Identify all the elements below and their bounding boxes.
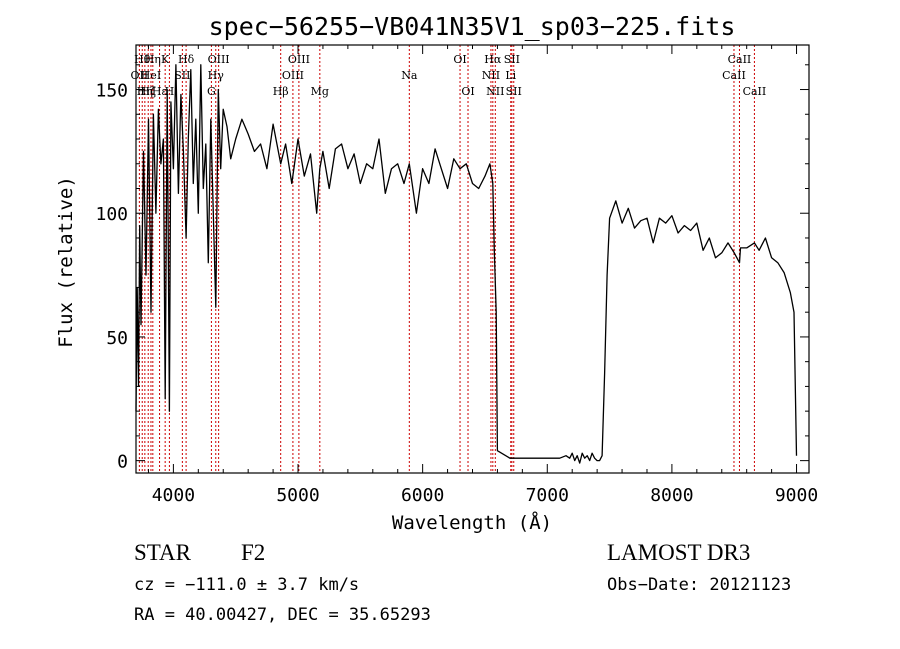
y-tick-label: 150 [95,81,128,102]
y-axis-ticks: 0 50 100 150 [95,64,809,473]
line-marker-label: H [165,85,175,98]
spectral-line-markers [138,45,755,473]
line-marker-label: OIII [208,53,230,66]
line-marker-label: OIII [288,53,310,66]
line-marker-label: SII [174,69,190,82]
line-marker-label: NII [482,69,500,82]
line-marker-label: SII [504,53,520,66]
line-marker-label: Hη [137,85,153,98]
x-tick-label: 8000 [650,485,693,506]
spectral-line-labels: OIIHθHηHζHeIHηHεKHSIIHδGHγOIIIHβOIIIOIII… [131,53,767,98]
line-marker-label: Na [401,69,418,82]
y-axis-label: Flux (relative) [55,176,77,348]
observation-date: Obs−Date: 20121123 [607,575,791,595]
object-class: STAR [134,540,192,565]
y-tick-label: 0 [117,452,128,473]
object-subclass: F2 [241,540,265,565]
line-marker-label: CaII [728,53,752,66]
line-marker-label: OI [461,85,474,98]
line-marker-label: OII [131,69,149,82]
line-marker-label: NII [486,85,504,98]
x-axis-ticks: 4000 5000 6000 7000 8000 9000 [147,45,818,506]
chart-title: spec−56255−VB041N35V1_sp03−225.fits [209,12,736,41]
line-marker-label: Hα [484,53,502,66]
line-marker-label: OIII [282,69,304,82]
line-marker-label: CaII [743,85,767,98]
x-tick-label: 7000 [526,485,569,506]
spectrum-line [135,64,798,464]
y-tick-label: 100 [95,204,128,225]
line-marker-label: Li [505,69,516,82]
x-axis-label: Wavelength (Å) [392,511,552,534]
line-marker-label: Hβ [273,85,289,98]
survey-name: LAMOST DR3 [607,540,750,565]
coordinates: RA = 40.00427, DEC = 35.65293 [134,605,431,625]
x-tick-label: 6000 [401,485,444,506]
line-marker-label: HeI [141,69,161,82]
line-marker-label: Hθ [134,53,151,66]
plot-frame [135,44,810,474]
redshift-cz: cz = −111.0 ± 3.7 km/s [134,575,359,595]
line-marker-label: Hη [145,53,161,66]
y-tick-label: 50 [106,328,128,349]
line-marker-label: CaII [722,69,746,82]
line-marker-label: Hζ [140,85,156,98]
x-tick-label: 4000 [152,485,195,506]
x-tick-label: 5000 [276,485,319,506]
line-marker-label: Mg [311,85,329,98]
line-marker-label: Hγ [208,69,225,82]
line-marker-label: OI [453,53,466,66]
line-marker-label: K [161,53,170,66]
line-marker-label: Hε [152,85,168,98]
line-marker-label: G [207,85,216,98]
x-tick-label: 9000 [775,485,818,506]
line-marker-label: Hδ [178,53,195,66]
line-marker-label: SII [506,85,522,98]
